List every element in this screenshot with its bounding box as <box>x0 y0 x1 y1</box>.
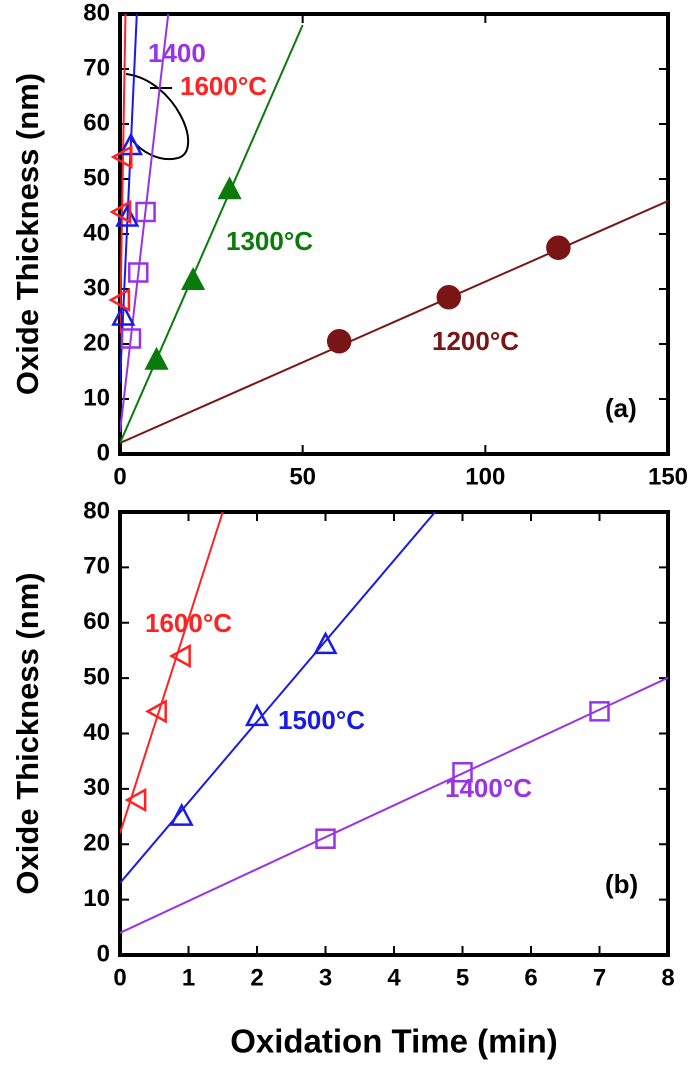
y-tick-label: 50 <box>83 663 110 690</box>
marker <box>436 285 462 310</box>
marker <box>110 144 133 170</box>
fit-line <box>120 14 138 383</box>
y-tick-label: 40 <box>83 719 110 746</box>
fit-line <box>120 512 224 834</box>
y-axis-label: Oxide Thickness (nm) <box>10 73 45 395</box>
y-tick-label: 60 <box>83 109 110 136</box>
marker <box>109 199 132 225</box>
y-tick-label: 30 <box>83 774 110 801</box>
y-tick-label: 40 <box>83 219 110 246</box>
plot-area <box>120 14 668 444</box>
marker <box>546 235 571 260</box>
y-tick-label: 50 <box>83 164 110 191</box>
y-tick-label: 30 <box>83 274 110 301</box>
y-tick-label: 10 <box>83 384 110 411</box>
y-axis-label: Oxide Thickness (nm) <box>10 572 45 894</box>
series-label: 1600°C <box>145 608 232 638</box>
marker <box>111 302 136 326</box>
marker <box>169 802 194 826</box>
fit-line <box>120 512 436 884</box>
marker <box>217 176 242 200</box>
x-tick-label: 4 <box>387 964 401 991</box>
y-tick-label: 10 <box>83 885 110 912</box>
fit-line <box>120 200 668 444</box>
fit-line <box>120 676 668 934</box>
series-label: 1300°C <box>226 226 313 256</box>
marker <box>128 262 149 283</box>
x-tick-label: 1 <box>182 964 195 991</box>
marker <box>313 631 338 655</box>
y-tick-label: 70 <box>83 553 110 580</box>
marker <box>120 328 142 349</box>
marker <box>144 346 169 370</box>
x-tick-label: 6 <box>524 964 537 991</box>
x-tick-label: 3 <box>319 964 332 991</box>
fit-line <box>120 14 170 433</box>
marker <box>145 699 167 724</box>
series-label: 1400°C <box>445 773 532 803</box>
x-tick-label: 0 <box>113 964 126 991</box>
x-tick-label: 5 <box>456 964 469 991</box>
marker <box>169 643 191 669</box>
marker <box>180 267 206 290</box>
fit-line <box>120 14 127 334</box>
marker <box>315 828 336 849</box>
x-tick-label: 100 <box>465 463 505 490</box>
marker <box>452 762 473 783</box>
panel-label: (a) <box>605 393 637 423</box>
y-tick-label: 80 <box>83 497 110 524</box>
y-tick-label: 80 <box>83 0 110 26</box>
marker <box>135 201 156 223</box>
y-tick-label: 60 <box>83 608 110 635</box>
marker <box>108 287 131 313</box>
x-tick-label: 8 <box>661 964 674 991</box>
marker <box>244 703 270 727</box>
series-label: 1200°C <box>432 326 519 356</box>
marker <box>589 701 610 722</box>
x-tick-label: 2 <box>250 964 263 991</box>
panel-label: (b) <box>605 869 638 899</box>
x-axis-label: Oxidation Time (min) <box>230 1023 558 1060</box>
series-label: 1500°C <box>278 705 365 735</box>
marker <box>115 203 140 227</box>
series-label: 1400 <box>148 38 206 68</box>
series-label: 1600°C <box>180 71 267 101</box>
y-tick-label: 20 <box>83 329 110 356</box>
x-tick-label: 50 <box>289 463 316 490</box>
x-tick-label: 7 <box>593 964 606 991</box>
y-tick-label: 0 <box>97 940 110 967</box>
marker <box>326 329 352 354</box>
x-tick-label: 150 <box>648 463 688 490</box>
fit-line <box>120 24 304 444</box>
y-tick-label: 70 <box>83 54 110 81</box>
marker <box>124 787 147 813</box>
x-tick-label: 0 <box>113 463 126 490</box>
y-tick-label: 0 <box>97 439 110 466</box>
y-tick-label: 20 <box>83 830 110 857</box>
